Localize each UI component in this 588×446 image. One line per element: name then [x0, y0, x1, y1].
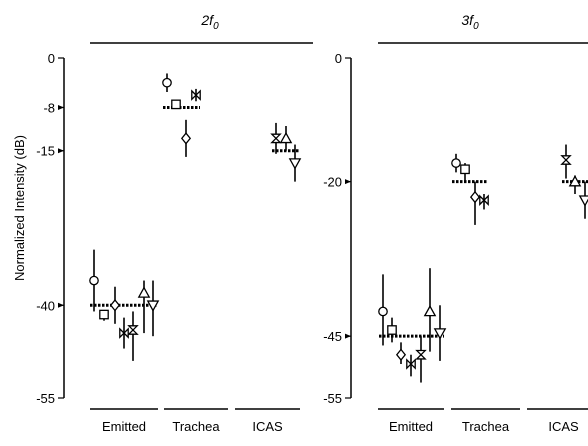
marker-square — [460, 164, 470, 175]
marker-triangle-down — [578, 195, 588, 207]
y-tick-label: -45 — [323, 329, 342, 344]
marker-triangle-down — [288, 158, 302, 170]
y-tick-label: 0 — [335, 51, 342, 66]
panel-title-main: 3f — [461, 12, 475, 28]
marker-circle — [89, 275, 99, 286]
group-label: Emitted — [102, 419, 146, 434]
group-label: ICAS — [252, 419, 283, 434]
marker-diamond — [109, 299, 121, 312]
marker-triangle-down — [433, 328, 447, 340]
group-label: ICAS — [548, 419, 579, 434]
panel-title: 3f0 — [461, 12, 479, 32]
y-tick-arrow — [345, 333, 351, 339]
marker-square — [99, 309, 109, 320]
y-tick-arrow — [58, 148, 64, 154]
marker-hourglass — [560, 155, 572, 165]
group-label: Emitted — [389, 419, 433, 434]
marker-triangle-down — [146, 300, 160, 312]
marker-square — [387, 325, 397, 335]
marker-square — [171, 99, 181, 110]
panel-title: 2f0 — [200, 12, 219, 32]
y-tick-label: -15 — [36, 144, 55, 159]
y-tick-label: -40 — [36, 298, 55, 313]
y-tick-label: -55 — [36, 391, 55, 406]
y-tick-arrow — [345, 179, 351, 185]
panel-title-subscript: 0 — [213, 21, 219, 32]
panel-title-subscript: 0 — [473, 21, 479, 32]
marker-circle — [162, 77, 172, 88]
y-tick-label: 0 — [48, 51, 55, 66]
marker-circle — [378, 306, 388, 317]
marker-hourglass — [270, 133, 282, 144]
marker-bowtie — [119, 327, 129, 339]
marker-diamond — [395, 348, 407, 361]
y-tick-label: -8 — [43, 100, 55, 115]
marker-bowtie — [191, 89, 201, 101]
marker-triangle-up — [423, 304, 437, 317]
marker-triangle-up — [279, 131, 293, 144]
marker-diamond — [180, 132, 192, 145]
marker-diamond — [469, 190, 481, 204]
marker-triangle-up — [568, 175, 582, 187]
marker-circle — [451, 158, 461, 168]
y-tick-label: -20 — [323, 175, 342, 190]
marker-bowtie — [479, 194, 489, 206]
y-tick-arrow — [58, 104, 64, 110]
marker-hourglass — [127, 325, 139, 335]
marker-hourglass — [415, 349, 427, 360]
y-tick-label: -55 — [323, 391, 342, 406]
group-label: Trachea — [462, 419, 510, 434]
y-tick-arrow — [58, 302, 64, 308]
y-axis-title: Normalized Intensity (dB) — [12, 135, 27, 281]
marker-bowtie — [406, 358, 416, 370]
panel-title-main: 2f — [200, 12, 215, 28]
marker-triangle-up — [137, 286, 151, 298]
group-label: Trachea — [172, 419, 220, 434]
